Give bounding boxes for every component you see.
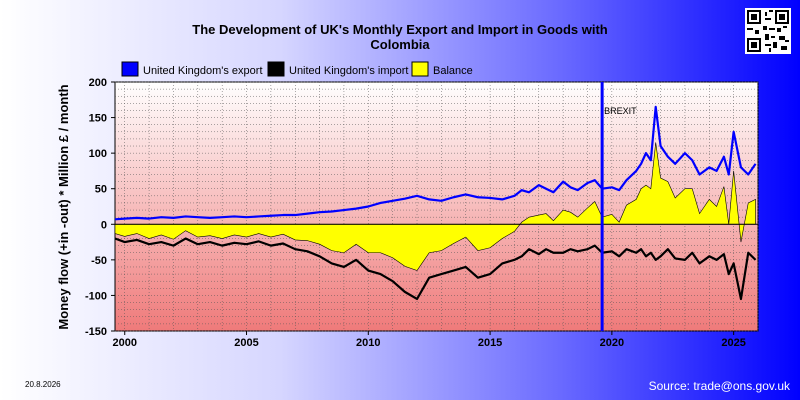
x-tick-label: 2010 (356, 337, 380, 349)
y-tick-label: -50 (91, 255, 107, 267)
legend: United Kingdom's export United Kingdom's… (121, 61, 473, 77)
brexit-label: BREXIT (604, 106, 637, 116)
legend-label-balance: Balance (433, 65, 473, 77)
legend-swatch-import (267, 61, 285, 77)
series-line-import (114, 237, 757, 301)
y-tick-label: -150 (85, 326, 107, 338)
y-tick-label: 150 (89, 113, 107, 125)
x-tick-label: 2005 (234, 337, 258, 349)
chart-title-line-1: The Development of UK's Monthly Export a… (192, 22, 608, 37)
legend-label-export: United Kingdom's export (143, 65, 263, 77)
x-tick-label: 2020 (600, 337, 624, 349)
series-area-balance (114, 142, 756, 271)
qr-code-image (745, 8, 791, 54)
chart-title-line-2: Colombia (370, 37, 430, 52)
date-stamp: 20.8.2026 (25, 380, 61, 389)
y-tick-label: 200 (89, 77, 107, 89)
x-tick-label: 2015 (478, 337, 502, 349)
x-tick-label: 2025 (721, 337, 745, 349)
y-tick-label: 0 (101, 219, 107, 231)
y-tick-label: -100 (85, 290, 107, 302)
y-tick-label: 100 (89, 148, 107, 160)
legend-swatch-export (121, 61, 139, 77)
y-axis-label: Money flow (+in -out) * Million £ / mont… (56, 84, 71, 329)
y-tick-label: 50 (95, 184, 107, 196)
source-text: Source: trade@ons.gov.uk (649, 379, 791, 393)
legend-swatch-balance (411, 61, 429, 77)
series-layer: BREXIT (114, 82, 758, 331)
axis-layer: 200 150 100 50 0 -50 -100 -150 2000 2005 2010 2015 2… (85, 77, 746, 349)
x-tick-label: 2000 (113, 337, 137, 349)
series-line-export (114, 105, 757, 221)
legend-label-import: United Kingdom's import (289, 65, 409, 77)
